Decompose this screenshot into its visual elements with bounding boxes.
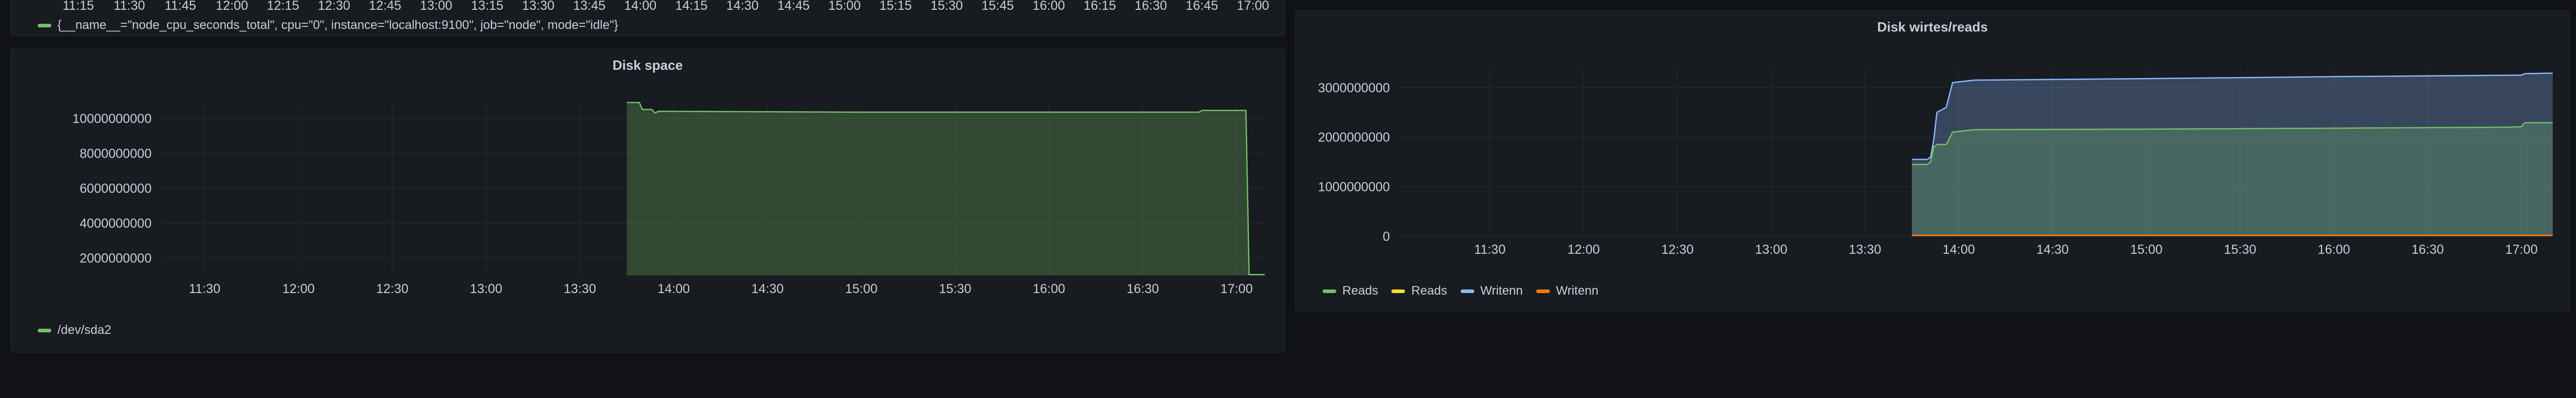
x-tick-label: 14:30	[2036, 242, 2069, 257]
disk-rw-plot: 0 1000000000 2000000000 3000000000 11:30 12:0…	[1296, 47, 2570, 269]
legend-swatch-icon	[1323, 289, 1336, 293]
x-tick-label: 13:00	[470, 282, 502, 296]
disk-space-chart-svg: 2000000000 4000000000 6000000000 8000000000…	[72, 101, 1265, 296]
series-area	[1912, 123, 2553, 236]
legend-swatch-icon	[38, 23, 51, 27]
cpu-legend-item[interactable]: {__name__="node_cpu_seconds_total", cpu=…	[38, 18, 618, 33]
x-tick-label: 16:00	[1032, 0, 1065, 13]
series-line	[1912, 122, 2553, 165]
x-tick-label: 15:00	[2130, 242, 2163, 257]
x-tick-label: 13:30	[522, 0, 555, 13]
x-tick-label: 16:00	[1033, 282, 1066, 296]
disk-rw-legend-item[interactable]: Reads	[1323, 284, 1378, 298]
disk-space-title: Disk space	[612, 57, 683, 73]
x-tick-label: 16:15	[1083, 0, 1116, 13]
disk-space-legend: /dev/sda2	[38, 323, 125, 338]
legend-swatch-icon	[38, 328, 51, 332]
series-line	[626, 102, 1265, 275]
x-tick-label: 16:30	[1127, 282, 1159, 296]
x-tick-label: 12:30	[1661, 242, 1694, 257]
legend-label: Writenn	[1480, 284, 1523, 298]
legend-swatch-icon	[1460, 289, 1474, 293]
x-tick-label: 15:30	[930, 0, 963, 13]
x-tick-label: 17:00	[1220, 282, 1253, 296]
x-tick-label: 15:00	[845, 282, 878, 296]
y-tick-label: 4000000000	[80, 217, 152, 231]
x-tick-label: 17:00	[1237, 0, 1269, 13]
x-tick-label: 15:30	[2224, 242, 2256, 257]
cpu-legend: {__name__="node_cpu_seconds_total", cpu=…	[38, 18, 632, 33]
x-tick-label: 13:00	[420, 0, 453, 13]
x-tick-label: 12:00	[216, 0, 248, 13]
legend-swatch-icon	[1391, 289, 1405, 293]
x-tick-label: 15:45	[981, 0, 1014, 13]
y-tick-label: 2000000000	[80, 251, 152, 266]
legend-label: {__name__="node_cpu_seconds_total", cpu=…	[57, 18, 618, 32]
x-tick-label: 11:30	[189, 282, 220, 296]
x-tick-label: 13:00	[1755, 242, 1788, 257]
x-tick-label: 12:00	[1567, 242, 1600, 257]
disk-rw-title: Disk wirtes/reads	[1877, 19, 1988, 35]
y-tick-label: 8000000000	[80, 146, 152, 161]
legend-label: Writenn	[1556, 284, 1599, 298]
x-tick-label: 14:30	[726, 0, 759, 13]
legend-label: /dev/sda2	[57, 323, 112, 337]
series-area	[1912, 73, 2553, 236]
x-tick-label: 13:15	[471, 0, 504, 13]
x-tick-label: 13:45	[573, 0, 606, 13]
x-tick-label: 15:30	[939, 282, 971, 296]
x-tick-label: 17:00	[2505, 242, 2538, 257]
x-tick-label: 15:15	[879, 0, 912, 13]
series-area	[626, 102, 1265, 275]
y-tick-label: 6000000000	[80, 181, 152, 196]
x-tick-label: 13:30	[564, 282, 596, 296]
disk-rw-legend-item[interactable]: Reads	[1391, 284, 1447, 298]
x-tick-label: 14:00	[624, 0, 657, 13]
x-tick-label: 14:30	[752, 282, 784, 296]
x-tick-label: 16:30	[2412, 242, 2444, 257]
x-tick-label: 12:15	[266, 0, 299, 13]
legend-label: Reads	[1411, 284, 1447, 298]
x-tick-label: 12:30	[376, 282, 409, 296]
x-tick-label: 14:00	[1942, 242, 1975, 257]
y-tick-label: 3000000000	[1318, 81, 1390, 95]
disk-rw-chart-svg: 0 1000000000 2000000000 3000000000 11:30 12:0…	[1318, 68, 2553, 257]
x-tick-label: 16:30	[1134, 0, 1167, 13]
series-line	[1912, 72, 2553, 160]
cpu-panel: 11:15 11:30 11:45 12:00 12:15 12:30 12:45 13:00…	[10, 0, 1285, 36]
disk-space-legend-item[interactable]: /dev/sda2	[38, 323, 111, 338]
x-tick-label: 14:00	[657, 282, 690, 296]
y-tick-label: 0	[1383, 229, 1390, 244]
disk-rw-legend: Reads Reads Writenn Writenn	[1323, 284, 1612, 298]
disk-rw-legend-item[interactable]: Writenn	[1460, 284, 1523, 298]
x-tick-label: 11:15	[63, 0, 94, 13]
disk-rw-legend-item[interactable]: Writenn	[1536, 284, 1598, 298]
legend-swatch-icon	[1536, 289, 1550, 293]
y-tick-label: 2000000000	[1318, 130, 1390, 145]
disk-space-panel: Disk space 2000000000 4000000000 600000000…	[10, 49, 1285, 353]
cpu-x-axis: 11:15 11:30 11:45 12:00 12:15 12:30 12:45 13:00…	[63, 0, 1269, 14]
x-tick-label: 14:15	[675, 0, 708, 13]
x-tick-label: 12:00	[282, 282, 315, 296]
x-tick-label: 14:45	[777, 0, 810, 13]
x-tick-label: 11:30	[1474, 242, 1506, 257]
x-tick-label: 15:00	[828, 0, 861, 13]
disk-space-plot: 2000000000 4000000000 6000000000 8000000000…	[11, 85, 1285, 308]
x-tick-label: 11:30	[113, 0, 145, 13]
y-tick-label: 10000000000	[72, 112, 152, 126]
x-tick-label: 12:30	[318, 0, 351, 13]
legend-label: Reads	[1342, 284, 1379, 298]
x-tick-label: 16:45	[1186, 0, 1218, 13]
x-tick-label: 12:45	[369, 0, 401, 13]
x-tick-label: 13:30	[1849, 242, 1881, 257]
disk-rw-panel: Disk wirtes/reads 0 1000000000 2000000000 3…	[1295, 10, 2570, 312]
x-tick-label: 16:00	[2318, 242, 2350, 257]
y-tick-label: 1000000000	[1318, 180, 1390, 194]
x-tick-label: 11:45	[164, 0, 197, 13]
